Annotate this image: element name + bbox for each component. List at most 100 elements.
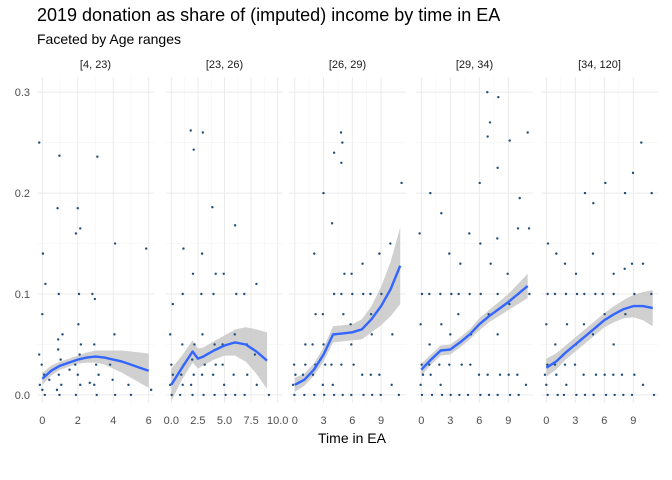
data-point [545,323,548,326]
data-point [370,393,374,397]
data-point [430,393,434,397]
data-point [350,272,353,276]
data-point [221,363,224,366]
data-point [391,333,394,336]
x-tick-label: 6 [601,415,607,427]
data-point [96,155,99,158]
data-point [224,393,227,397]
data-point [419,383,422,387]
data-point [466,393,470,397]
data-point [321,312,325,316]
data-point [191,358,194,361]
confidence-ribbon [171,327,268,401]
data-point [516,227,520,230]
data-point [182,247,185,250]
x-tick-label: 9 [378,415,384,427]
data-point [74,363,77,366]
data-point [420,292,424,296]
data-point [200,292,203,296]
data-point [311,343,314,346]
data-point [563,262,567,265]
data-point [291,383,295,387]
data-point [293,393,296,397]
data-point [192,148,195,151]
x-tick-label: 0 [418,415,424,427]
facet-strip-label: [29, 34) [456,59,493,71]
data-point [594,373,598,376]
data-point [650,191,653,195]
data-point [390,383,393,387]
data-point [527,227,531,230]
data-point [58,154,61,157]
y-tick-label: 0.1 [15,289,30,301]
smooth-line [294,265,402,386]
data-point [486,373,489,376]
data-point [369,373,373,376]
data-point [38,353,41,356]
data-point [330,222,334,225]
data-point [479,292,482,296]
data-point [378,252,381,255]
data-point [342,312,345,316]
data-point [601,292,604,296]
data-point [181,383,184,387]
data-point [322,393,326,397]
data-point [479,393,482,397]
data-point [351,292,354,296]
data-point [633,373,636,376]
data-point [113,242,117,245]
data-point [489,262,492,265]
data-point [60,383,63,387]
data-point [429,191,432,195]
data-point [222,272,225,276]
chart-title: 2019 donation as share of (imputed) inco… [37,5,500,25]
data-point [574,272,578,276]
data-point [506,272,509,276]
data-point [321,383,325,387]
data-point [362,292,365,296]
smooth-line [420,284,529,371]
data-point [340,161,343,164]
facet-strip-label: [23, 26) [206,59,243,71]
data-point [448,363,451,366]
data-point [203,363,206,366]
data-point [545,383,548,387]
data-point [93,297,97,301]
data-point [246,373,249,376]
data-point [420,393,424,397]
data-point [77,292,81,296]
data-point [496,393,499,397]
confidence-ribbon [294,227,401,392]
data-point [641,383,645,387]
data-point [41,252,45,255]
data-point [331,383,334,387]
facet-strip-label: [26, 29) [329,59,366,71]
data-point [421,373,425,376]
data-point [641,262,645,265]
data-point [564,292,568,296]
data-point [362,393,365,397]
x-tick-label: 2.5 [190,415,205,427]
data-point [631,171,635,175]
data-point [301,373,305,376]
data-point [181,292,184,296]
facet-panel: [29, 34) 0 3 6 9 [416,59,533,427]
data-point [640,141,643,144]
data-point [171,302,175,306]
data-point [94,363,98,366]
data-point [508,302,511,306]
x-tick-label: 0 [543,415,549,427]
data-point [324,363,327,366]
data-point [496,237,499,240]
data-point [322,191,325,195]
data-point [93,343,96,346]
data-point [612,272,615,276]
data-point [508,393,512,397]
data-point [191,272,195,276]
data-point [145,247,148,250]
x-tick-label: 9 [505,415,511,427]
data-point [88,381,91,385]
data-point [322,343,325,346]
x-tick-label: 0 [39,415,45,427]
facet-strip-label: [4, 23) [80,59,111,71]
